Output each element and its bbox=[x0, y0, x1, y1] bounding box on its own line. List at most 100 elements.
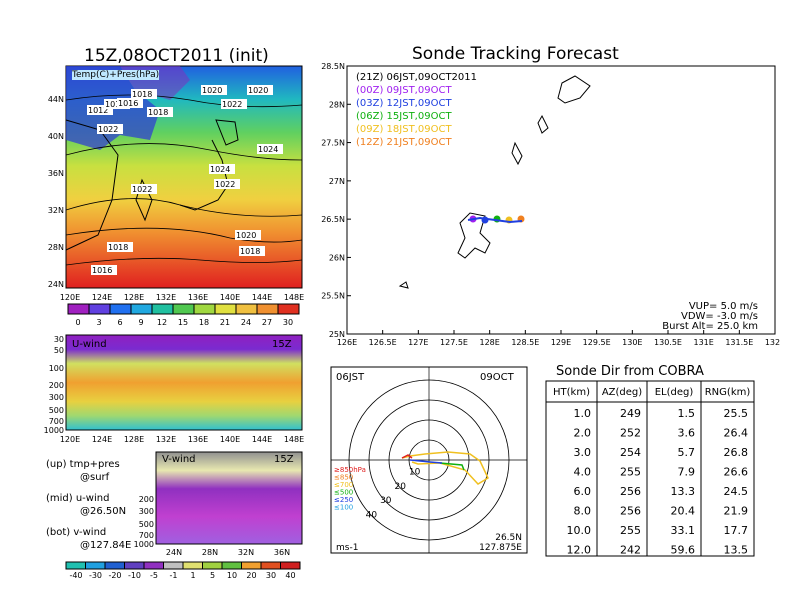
colorbar-swatch bbox=[104, 561, 125, 570]
pressure-tick-label: 50 bbox=[54, 346, 64, 355]
lat-tick-label: 26N bbox=[329, 253, 345, 262]
isobar-label-bg bbox=[131, 89, 157, 99]
temperature-pressure-map: 44N 40N 36N 32N 28N 24N 120E 124E 128E 132E 136E 1… bbox=[48, 65, 304, 302]
lon-tick-label: 128E bbox=[124, 435, 144, 444]
table-cell: 5.7 bbox=[678, 446, 696, 459]
colorbar-swatch bbox=[130, 303, 153, 315]
tracking-legend-entry: (09Z) 18JST,09OCT bbox=[356, 124, 452, 135]
colorbar-swatch bbox=[124, 561, 145, 570]
pressure-tick-label: 300 bbox=[49, 393, 64, 402]
lon-tick-label: 144E bbox=[252, 293, 272, 302]
u-wind-field bbox=[65, 334, 303, 431]
polar-legend-entry: ≤500 bbox=[334, 489, 353, 497]
polar-lat: 26.5N bbox=[495, 533, 522, 543]
lon-tick-label: 127E bbox=[408, 338, 428, 347]
colorbar-tick-label: -1 bbox=[170, 571, 178, 580]
sonde-track-line bbox=[467, 216, 523, 224]
colorbar-tick-label: -40 bbox=[69, 571, 82, 580]
lon-tick-label: 128E bbox=[480, 338, 500, 347]
isobar-label-bg bbox=[107, 242, 133, 252]
pressure-tick-label: 500 bbox=[139, 520, 154, 529]
isobar-label-bg bbox=[247, 85, 273, 95]
note-mid-level: @26.50N bbox=[80, 506, 127, 517]
table-column-header: AZ(deg) bbox=[602, 387, 642, 398]
lon-tick-label: 136E bbox=[188, 293, 208, 302]
pressure-tick-label: 200 bbox=[139, 495, 154, 504]
table-cell: 33.1 bbox=[671, 524, 696, 537]
lon-tick-label: 130E bbox=[622, 338, 642, 347]
table-cell: 3.6 bbox=[678, 427, 696, 440]
colorbar-tick-label: 24 bbox=[241, 318, 251, 327]
lon-tick-label: 126.5E bbox=[369, 338, 397, 347]
isobar-label-bg bbox=[235, 230, 261, 240]
table-cell: 1.0 bbox=[574, 407, 592, 420]
colorbar-swatch bbox=[235, 303, 258, 315]
table-cell: 256 bbox=[620, 485, 641, 498]
lat-tick-label: 36N bbox=[274, 548, 290, 557]
lon-tick-label: 127.5E bbox=[440, 338, 468, 347]
table-cell: 249 bbox=[620, 407, 641, 420]
vdw-text: VDW= -3.0 m/s bbox=[681, 311, 758, 322]
u-wind-time: 15Z bbox=[272, 339, 292, 350]
tracking-legend-entry: (03Z) 12JST,09OCT bbox=[356, 98, 452, 109]
polar-legend-entry: ≤100 bbox=[334, 504, 353, 512]
colorbar-swatch bbox=[182, 561, 203, 570]
colorbar-tick-label: 40 bbox=[285, 571, 295, 580]
colorbar-swatch bbox=[163, 561, 184, 570]
colorbar-swatch bbox=[88, 303, 111, 315]
colorbar-swatch bbox=[172, 303, 195, 315]
isobar-label-bg bbox=[214, 179, 240, 189]
isobar-label-bg bbox=[257, 144, 283, 154]
tracking-legend-entry: (21Z) 06JST,09OCT2011 bbox=[356, 72, 477, 83]
polar-lon: 127.875E bbox=[479, 543, 522, 553]
colorbar-swatch bbox=[260, 561, 281, 570]
tracking-legend-entry: (12Z) 21JST,09OCT bbox=[356, 137, 452, 148]
table-column-header: HT(km) bbox=[553, 387, 590, 398]
polar-ring-label: 20 bbox=[394, 482, 406, 492]
polar-wind-plot: 06JST 09OCT ms-1 26.5N 127.875E 10203040… bbox=[330, 366, 528, 554]
table-cell: 13.5 bbox=[724, 544, 749, 557]
lat-tick-label: 25N bbox=[329, 330, 345, 339]
colorbar-tick-label: -10 bbox=[128, 571, 141, 580]
isobar-label: 1014 bbox=[105, 100, 125, 109]
temperature-colorbar: 0 3 6 9 12 15 18 21 24 27 30 bbox=[67, 303, 300, 327]
lat-tick-label: 28N bbox=[48, 243, 64, 252]
sonde-direction-table: HT(km) AZ(deg) EL(deg) RNG(km) 1.0 249 1.5 25.5… bbox=[545, 380, 755, 557]
table-cell: 17.7 bbox=[724, 524, 749, 537]
isobar-label: 1016 bbox=[92, 266, 112, 275]
lon-tick-label: 129.5E bbox=[583, 338, 611, 347]
panel-notes: (up) tmp+pres @surf (mid) u-wind @26.50N… bbox=[46, 458, 131, 552]
lat-tick-label: 24N bbox=[48, 280, 64, 289]
table-cell: 255 bbox=[620, 466, 641, 479]
polar-units: ms-1 bbox=[336, 543, 358, 553]
colorbar-swatch bbox=[143, 561, 164, 570]
colorbar-tick-label: 15 bbox=[178, 318, 188, 327]
colorbar-tick-label: 30 bbox=[283, 318, 293, 327]
colorbar-swatch bbox=[214, 303, 237, 315]
polar-ring-label: 10 bbox=[409, 467, 421, 477]
colorbar-tick-label: 6 bbox=[117, 318, 122, 327]
lon-tick-label: 136E bbox=[188, 435, 208, 444]
polar-legend-entry: ≤250 bbox=[334, 496, 353, 504]
polar-ring-label: 40 bbox=[366, 511, 378, 521]
lon-tick-label: 128.5E bbox=[511, 338, 539, 347]
lat-tick-label: 28N bbox=[329, 100, 345, 109]
pressure-tick-label: 100 bbox=[49, 364, 64, 373]
colorbar-swatch bbox=[241, 561, 262, 570]
lat-tick-label: 27.5N bbox=[321, 139, 345, 148]
isobar-label: 1016 bbox=[118, 99, 138, 108]
left-map-title: 15Z,08OCT2011 (init) bbox=[84, 46, 269, 66]
lon-tick-label: 124E bbox=[92, 293, 112, 302]
lon-tick-label: 148E bbox=[284, 293, 304, 302]
lat-tick-label: 32N bbox=[238, 548, 254, 557]
colorbar-tick-label: 9 bbox=[138, 318, 143, 327]
tracking-legend-entry: (00Z) 09JST,09OCT bbox=[356, 85, 452, 96]
isobar-label: 1020 bbox=[248, 86, 268, 95]
lon-tick-label: 132E bbox=[156, 293, 176, 302]
temp-pres-label: Temp(C)+Pres(hPa) bbox=[72, 70, 160, 80]
table-cell: 12.0 bbox=[567, 544, 592, 557]
isobar-label-bg bbox=[209, 164, 235, 174]
sonde-tracking-map: 28.5N 28N 27.5N 27N 26.5N 26N 25.5N 25N 126E 126… bbox=[321, 62, 780, 347]
polar-date: 09OCT bbox=[480, 372, 515, 383]
